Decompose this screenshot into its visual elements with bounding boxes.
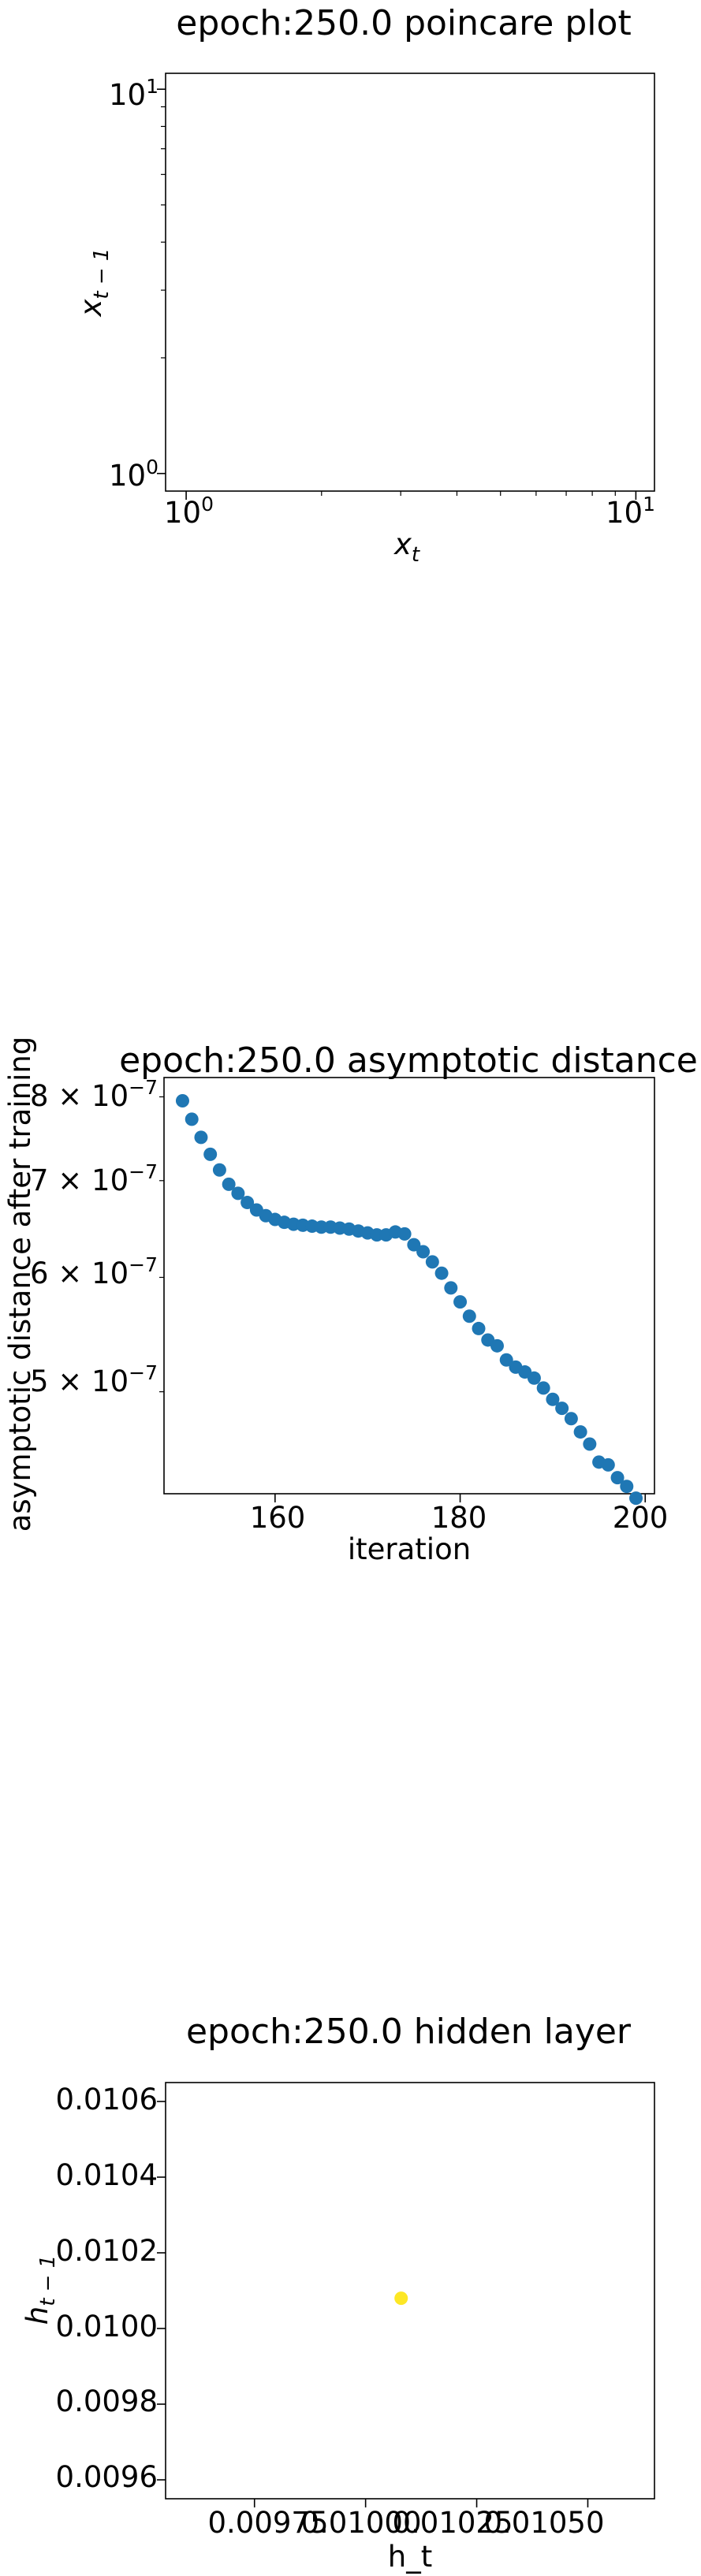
hidden-plot-frame (165, 2082, 655, 2500)
hidden-y-tick-label-0104: 0.0104 (56, 2158, 158, 2192)
asym-data-point (222, 1177, 236, 1191)
poincare-y-tick-label-bottom: 100 (109, 456, 158, 493)
hidden-y-tick-label-0106: 0.0106 (56, 2083, 158, 2116)
hidden-x-axis-label: h_t (388, 2540, 432, 2574)
poincare-chart: epoch:250.0 poincare plot 101 100 100 10… (74, 3, 655, 567)
asym-data-point (444, 1281, 458, 1295)
asym-data-point (546, 1392, 560, 1406)
asym-data-point (397, 1227, 412, 1241)
poincare-x-tick-label-left: 100 (164, 493, 214, 530)
hidden-ticks (157, 2101, 589, 2507)
asym-data-point (610, 1471, 625, 1485)
asym-y-axis-label: asymptotic distance after training (3, 1037, 37, 1532)
asym-data-point (315, 1220, 329, 1234)
asym-data-point (462, 1309, 476, 1323)
hidden-x-tick-label-00975: 0.00975 (207, 2506, 328, 2540)
hidden-x-tick-label-01050: 0.01050 (483, 2506, 604, 2540)
asym-data-point (601, 1457, 615, 1472)
asym-data-point (472, 1321, 486, 1335)
hidden-title: epoch:250.0 hidden layer (186, 2012, 632, 2052)
asymptotic-title: epoch:250.0 asymptotic distance (119, 1040, 698, 1081)
poincare-title: epoch:250.0 poincare plot (176, 3, 631, 43)
asym-data-point (231, 1186, 245, 1201)
hidden-y-axis-label: ht − 1 (21, 2255, 60, 2325)
poincare-y-tick-label-top: 101 (109, 75, 158, 112)
asym-data-point (407, 1238, 421, 1252)
asym-y-tick-label-7: 7 × 10−7 (30, 1160, 158, 1197)
asym-data-point (564, 1412, 578, 1426)
asym-data-point (194, 1130, 208, 1145)
hidden-data-point (394, 2291, 408, 2306)
asym-data-point (453, 1295, 468, 1309)
poincare-y-axis-label: xt − 1 (74, 248, 114, 318)
asym-y-tick-label-8: 8 × 10−7 (30, 1076, 158, 1113)
asym-data-point (416, 1245, 431, 1259)
hidden-points (394, 2291, 408, 2306)
asym-data-point (490, 1338, 504, 1353)
asym-data-point (203, 1147, 218, 1161)
poincare-x-axis-label: xt (393, 527, 420, 567)
asym-y-tick-label-5: 5 × 10−7 (30, 1361, 158, 1398)
asym-data-point (212, 1163, 226, 1177)
hidden-y-tick-label-0098: 0.0098 (56, 2384, 158, 2418)
asym-data-point (527, 1371, 541, 1385)
hidden-y-tick-label-0100: 0.0100 (56, 2310, 158, 2343)
asym-data-point (555, 1402, 569, 1416)
poincare-plot-frame (165, 73, 655, 492)
asym-data-point (425, 1255, 439, 1269)
hidden-layer-chart: epoch:250.0 hidden layer 0.0106 0.0104 0… (21, 2012, 655, 2574)
asymptotic-ticks (159, 1096, 647, 1502)
asymptotic-plot-frame (163, 1077, 655, 1495)
asym-x-tick-label-180: 180 (431, 1501, 487, 1535)
hidden-x-tick-label-01000: 0.01000 (300, 2506, 421, 2540)
asym-data-point (629, 1491, 643, 1506)
asym-y-tick-label-6: 6 × 10−7 (30, 1253, 158, 1290)
poincare-ticks (157, 88, 637, 500)
asym-data-point (573, 1425, 587, 1439)
asym-data-point (241, 1196, 255, 1210)
asym-data-point (583, 1437, 597, 1451)
asym-data-point (620, 1480, 634, 1494)
asymptotic-distance-chart: epoch:250.0 asymptotic distance 8 × 10−7… (3, 1037, 698, 1566)
asymptotic-points (175, 1093, 643, 1506)
asym-data-point (370, 1228, 384, 1242)
poincare-x-tick-label-right: 101 (606, 493, 655, 530)
asym-data-point (175, 1093, 189, 1107)
asym-data-point (434, 1266, 449, 1280)
asym-x-tick-label-200: 200 (613, 1501, 669, 1535)
hidden-y-tick-label-0096: 0.0096 (56, 2460, 158, 2494)
asym-x-axis-label: iteration (348, 1532, 471, 1566)
hidden-y-tick-label-0102: 0.0102 (56, 2234, 158, 2268)
asym-data-point (536, 1381, 550, 1395)
asym-data-point (185, 1112, 199, 1126)
asym-x-tick-label-160: 160 (250, 1501, 306, 1535)
asym-data-point (499, 1353, 513, 1367)
hidden-x-tick-label-01025: 0.01025 (392, 2506, 513, 2540)
